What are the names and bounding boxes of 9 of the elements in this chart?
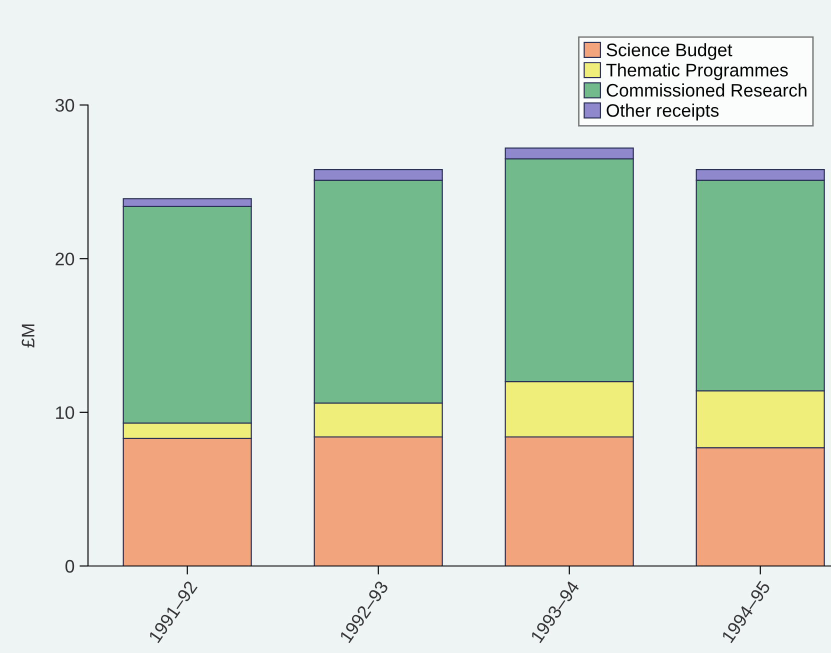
y-tick-label: 30 — [55, 98, 74, 112]
legend-label: Commissioned Research — [606, 83, 806, 97]
y-tick-label: 20 — [56, 252, 74, 266]
y-axis-title: £M — [22, 324, 34, 348]
legend-label: Other receipts — [606, 104, 719, 120]
y-tick-label: 10 — [56, 406, 74, 420]
legend-label: Science Budget — [606, 43, 732, 60]
y-tick-label: 0 — [65, 560, 74, 573]
legend-label: Thematic Programmes — [606, 63, 788, 80]
